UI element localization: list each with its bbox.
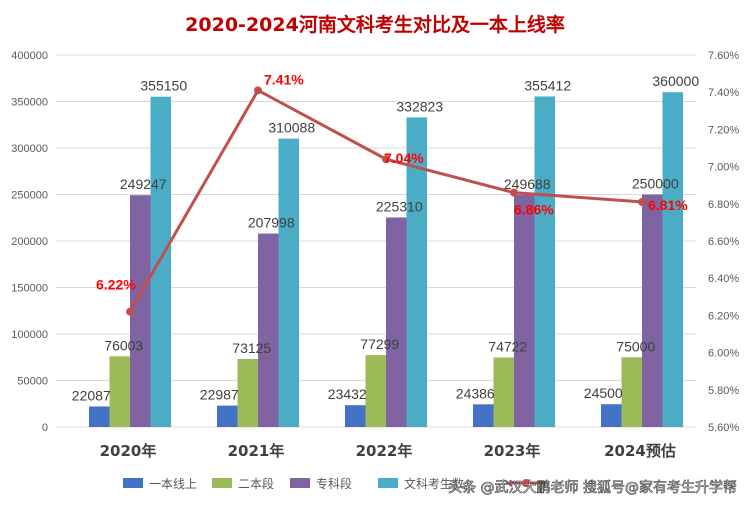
rate-data-label: 7.04% (384, 150, 424, 166)
watermark-text: 头条 @武汉大鹏老师 搜狐号@家有考生升学帮 (448, 479, 737, 496)
bar-value-label: 24386 (456, 385, 495, 401)
bars-layer (89, 92, 683, 427)
y-left-tick-label: 350000 (11, 97, 48, 109)
bar-value-label: 249247 (120, 176, 167, 192)
y-right-tick-label: 6.20% (708, 310, 739, 322)
bar-value-label: 24500 (584, 385, 623, 401)
y-left-tick-label: 400000 (11, 50, 48, 62)
rate-data-label: 6.81% (648, 197, 688, 213)
bar-4 (662, 92, 683, 427)
bar-2 (109, 356, 130, 427)
legend-swatch (378, 478, 398, 488)
legend-label: 一本线上 (149, 477, 197, 491)
bar-1 (89, 406, 110, 427)
legend-label: 专科段 (316, 476, 352, 491)
y-right-tick-label: 7.40% (708, 87, 739, 99)
bar-3 (130, 195, 151, 427)
rate-data-label: 7.41% (264, 71, 304, 87)
bar-2 (493, 357, 514, 427)
bar-value-label: 77299 (360, 336, 399, 352)
bar-value-label: 355412 (524, 77, 571, 93)
bar-value-label: 360000 (652, 73, 699, 89)
rate-point (126, 307, 134, 316)
bar-1 (217, 405, 238, 427)
bar-4 (278, 138, 299, 427)
y-left-tick-label: 250000 (11, 190, 48, 202)
y-right-tick-label: 5.60% (708, 422, 739, 434)
bar-value-label: 355150 (140, 78, 187, 94)
legend-line-marker (522, 479, 530, 487)
y-left-tick-label: 300000 (11, 143, 48, 155)
bar-3 (258, 233, 279, 427)
bar-value-label: 22087 (72, 387, 111, 403)
bar-2 (237, 358, 258, 427)
bar-4 (150, 96, 171, 427)
bar-2 (621, 357, 642, 427)
y-left-tick-label: 200000 (11, 236, 48, 248)
bar-value-label: 249688 (504, 176, 551, 192)
legend-swatch (290, 478, 310, 488)
y-right-tick-label: 7.60% (708, 50, 739, 62)
bar-3 (514, 194, 535, 427)
bar-value-label: 207998 (248, 215, 295, 231)
category-label: 2024预估 (604, 442, 676, 460)
bar-value-labels: 22087 76003 249247 355150 22987 73125 207998 31… (72, 73, 700, 403)
y-right-tick-label: 6.60% (708, 236, 739, 248)
y-left-tick-label: 0 (42, 422, 48, 434)
rate-point (382, 155, 390, 164)
bar-4 (534, 96, 555, 427)
rate-data-label: 6.86% (514, 202, 554, 218)
y-right-tick-label: 6.80% (708, 199, 739, 211)
y-right-tick-label: 5.80% (708, 385, 739, 397)
legend-label: 二本段 (238, 476, 274, 491)
bar-value-label: 22987 (200, 387, 239, 403)
y-right-tick-label: 7.00% (708, 162, 739, 174)
rate-line-layer: 6.22% 7.41% 7.04% 6.86% 6.81% (96, 71, 688, 316)
bar-2 (365, 355, 386, 427)
right-axis-ticks: 5.60% 5.80% 6.00% 6.20% 6.40% 6.60% 6.80% 7.00%… (708, 50, 739, 434)
chart-title: 2020-2024河南文科考生对比及一本上线率 (185, 13, 565, 36)
bar-value-label: 310088 (268, 120, 315, 136)
bar-4 (406, 117, 427, 427)
rate-point (254, 86, 262, 95)
rate-data-label: 6.22% (96, 277, 136, 293)
bar-value-label: 75000 (616, 338, 655, 354)
left-axis-ticks: 0 50000 100000 150000 200000 250000 300000 3500… (11, 50, 48, 434)
legend-label: 文科考生数 (404, 476, 464, 491)
bar-value-label: 73125 (232, 340, 271, 356)
category-label: 2020年 (100, 442, 157, 460)
bar-value-label: 74722 (488, 339, 527, 355)
y-right-tick-label: 7.20% (708, 124, 739, 136)
y-left-tick-label: 100000 (11, 329, 48, 341)
bar-value-label: 225310 (376, 198, 423, 214)
bar-1 (345, 405, 366, 427)
legend-swatch (212, 478, 232, 488)
category-label: 2022年 (356, 442, 413, 460)
bar-value-label: 250000 (632, 176, 679, 192)
category-labels: 2020年 2021年 2022年 2023年 2024预估 (100, 442, 676, 460)
bar-3 (386, 217, 407, 427)
rate-point (510, 188, 518, 197)
y-right-tick-label: 6.00% (708, 348, 739, 360)
category-label: 2023年 (484, 442, 541, 460)
bar-1 (601, 404, 622, 427)
y-left-tick-label: 50000 (17, 376, 48, 388)
y-left-tick-label: 150000 (11, 283, 48, 295)
bar-1 (473, 404, 494, 427)
bar-value-label: 23432 (328, 386, 367, 402)
rate-point (638, 197, 646, 206)
category-label: 2021年 (228, 442, 285, 460)
legend: 一本线上 二本段 专科段 文科考生数 (123, 476, 546, 491)
bar-3 (642, 194, 663, 427)
bar-value-label: 76003 (104, 337, 143, 353)
y-right-tick-label: 6.40% (708, 273, 739, 285)
legend-swatch (123, 478, 143, 488)
bar-value-label: 332823 (396, 98, 443, 114)
